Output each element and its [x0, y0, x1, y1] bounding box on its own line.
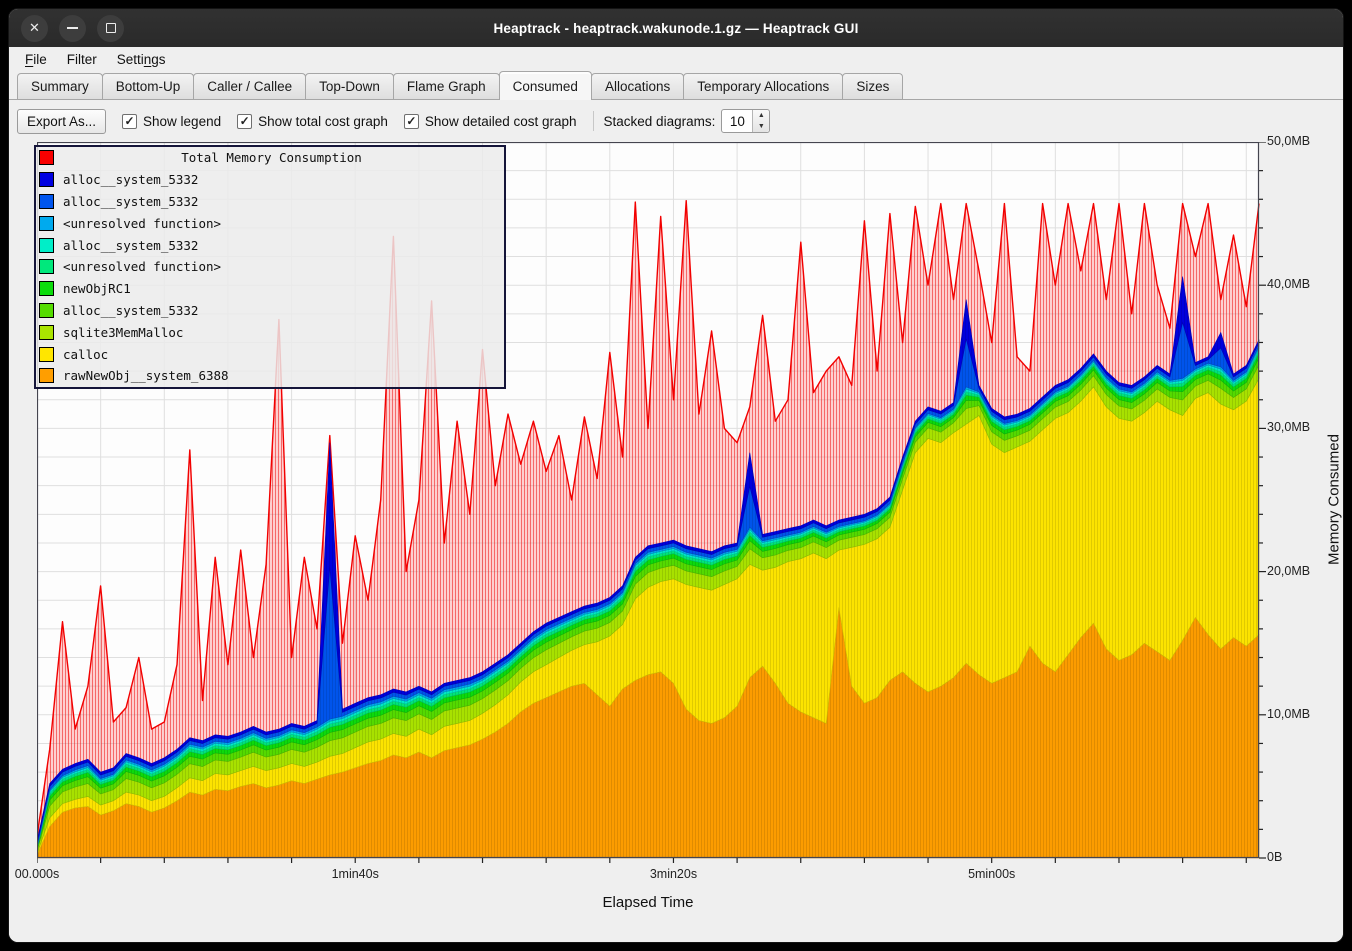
tab-bottom-up[interactable]: Bottom-Up: [101, 73, 195, 99]
menu-item-file[interactable]: File: [25, 51, 47, 67]
legend-item: sqlite3MemMalloc: [36, 321, 504, 343]
y-tick-label: 40,0MB: [1267, 277, 1311, 292]
stacked-diagrams-group: Stacked diagrams: 10 ▲ ▼: [592, 109, 771, 133]
legend-label: alloc__system_5332: [63, 193, 199, 209]
legend-swatch-icon: [39, 193, 54, 209]
legend-swatch-icon: [39, 172, 54, 188]
stacked-diagrams-label: Stacked diagrams:: [603, 113, 716, 129]
checkbox-show-total-cost-graph[interactable]: ✓ Show total cost graph: [237, 113, 388, 129]
y-tick-label: 0B: [1267, 850, 1283, 864]
close-icon: ✕: [29, 20, 40, 35]
minimize-button[interactable]: [59, 14, 86, 42]
tab-sizes[interactable]: Sizes: [842, 73, 904, 99]
legend-label: newObjRC1: [63, 281, 131, 297]
minimize-icon: [67, 27, 78, 29]
checkbox-label: Show legend: [143, 113, 222, 129]
stacked-diagrams-value: 10: [729, 113, 745, 129]
checkbox-show-legend[interactable]: ✓ Show legend: [122, 113, 222, 129]
legend-label: alloc__system_5332: [63, 237, 199, 253]
legend-item: alloc__system_5332: [36, 300, 504, 322]
checkmark-icon: ✓: [403, 113, 419, 129]
legend-swatch-icon: [39, 368, 54, 384]
legend-label: <unresolved function>: [63, 215, 222, 231]
legend-swatch-icon: [39, 324, 54, 340]
menu-item-settings[interactable]: Settings: [116, 51, 166, 67]
legend-label: rawNewObj__system_6388: [63, 368, 229, 384]
checkmark-icon: ✓: [237, 113, 253, 129]
checkbox-group: ✓ Show legend ✓ Show total cost graph ✓ Show …: [122, 113, 577, 129]
y-axis-label: Memory Consumed: [1325, 434, 1343, 565]
checkbox-show-detailed-cost-graph[interactable]: ✓ Show detailed cost graph: [403, 113, 577, 129]
tab-top-down[interactable]: Top-Down: [305, 73, 394, 99]
legend-item: newObjRC1: [36, 278, 504, 300]
stacked-diagrams-spinner[interactable]: 10 ▲ ▼: [721, 109, 771, 133]
tab-temporary-allocations[interactable]: Temporary Allocations: [683, 73, 844, 99]
chart-canvas: [36, 141, 1266, 863]
tab-summary[interactable]: Summary: [17, 73, 103, 99]
spinner-arrows: ▲ ▼: [752, 110, 770, 132]
spin-up-icon[interactable]: ▲: [757, 112, 765, 119]
window-title: Heaptrack - heaptrack.wakunode.1.gz — He…: [493, 20, 859, 36]
legend-item: calloc: [36, 343, 504, 365]
maximize-button[interactable]: [97, 14, 124, 42]
legend-item: <unresolved function>: [36, 256, 504, 278]
close-button[interactable]: ✕: [21, 14, 48, 42]
x-tick-label: 00.000s: [14, 867, 60, 881]
legend-swatch-icon: [39, 150, 54, 166]
app-window: ✕ Heaptrack - heaptrack.wakunode.1.gz — …: [8, 8, 1344, 943]
y-tick-label: 10,0MB: [1267, 706, 1311, 721]
chart-legend: Total Memory Consumption alloc__system_53…: [34, 145, 506, 389]
x-axis-label: Elapsed Time: [602, 894, 694, 911]
legend-swatch-icon: [39, 259, 54, 275]
legend-title-row: Total Memory Consumption: [36, 147, 504, 169]
window-controls: ✕: [21, 9, 124, 47]
legend-swatch-icon: [39, 215, 54, 231]
toolbar-separator: [592, 111, 594, 131]
spin-down-icon[interactable]: ▼: [757, 123, 765, 130]
legend-swatch-icon: [39, 281, 54, 297]
legend-label: Total Memory Consumption: [181, 150, 362, 166]
legend-label: <unresolved function>: [63, 259, 222, 275]
x-tick-label: 5min00s: [968, 867, 1016, 881]
menu-bar: File Filter Settings: [9, 47, 1343, 71]
legend-label: alloc__system_5332: [63, 302, 199, 318]
tab-caller-callee[interactable]: Caller / Callee: [193, 73, 307, 99]
main-content: Summary Bottom-Up Caller / Callee Top-Down F…: [9, 71, 1343, 942]
legend-swatch-icon: [39, 237, 54, 253]
legend-item: alloc__system_5332: [36, 169, 504, 191]
y-tick-label: 20,0MB: [1267, 563, 1311, 578]
tab-bar: Summary Bottom-Up Caller / Callee Top-Down F…: [9, 71, 1343, 100]
legend-swatch-icon: [39, 302, 54, 318]
checkmark-icon: ✓: [122, 113, 138, 129]
checkbox-label: Show total cost graph: [258, 113, 388, 129]
export-as-button[interactable]: Export As...: [17, 108, 107, 134]
maximize-icon: [105, 23, 116, 33]
legend-label: calloc: [63, 346, 109, 362]
y-tick-label: 50,0MB: [1267, 134, 1311, 148]
x-tick-label: 1min40s: [331, 867, 379, 881]
legend-label: sqlite3MemMalloc: [63, 324, 184, 340]
legend-item: alloc__system_5332: [36, 191, 504, 213]
menu-item-filter[interactable]: Filter: [66, 51, 97, 67]
tab-flame-graph[interactable]: Flame Graph: [392, 73, 500, 99]
tab-allocations[interactable]: Allocations: [590, 73, 685, 99]
title-bar: ✕ Heaptrack - heaptrack.wakunode.1.gz — …: [9, 9, 1343, 47]
y-tick-label: 30,0MB: [1267, 420, 1311, 435]
legend-item: alloc__system_5332: [36, 234, 504, 256]
checkbox-label: Show detailed cost graph: [424, 113, 577, 129]
toolbar: Export As... ✓ Show legend ✓ Show total cos…: [17, 107, 771, 135]
legend-item: rawNewObj__system_6388: [36, 365, 504, 387]
legend-swatch-icon: [39, 346, 54, 362]
tab-consumed[interactable]: Consumed: [498, 71, 592, 100]
legend-item: <unresolved function>: [36, 212, 504, 234]
x-tick-label: 3min20s: [649, 867, 698, 881]
legend-label: alloc__system_5332: [63, 172, 199, 188]
consumed-chart: [36, 141, 1299, 882]
